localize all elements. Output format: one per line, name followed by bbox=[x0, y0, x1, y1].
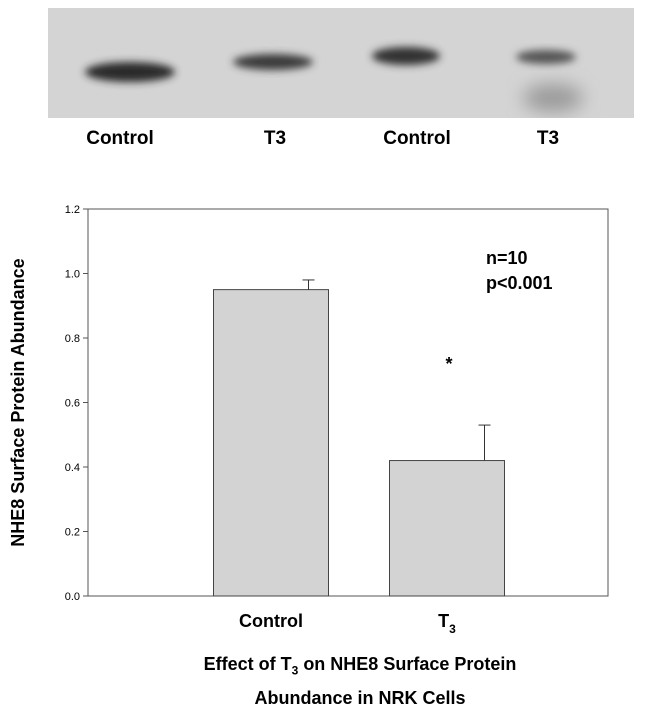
x-axis-label-line-2: Abundance in NRK Cells bbox=[254, 687, 466, 708]
y-tick-label: 0.6 bbox=[65, 398, 80, 410]
category-label-1: Control bbox=[239, 611, 303, 631]
annotation-n: n=10 bbox=[486, 248, 528, 268]
y-tick-label: 0.4 bbox=[65, 462, 80, 474]
lane-label-4: T3 bbox=[536, 128, 560, 149]
y-tick-label: 1.2 bbox=[65, 204, 80, 216]
blot-band-1 bbox=[85, 62, 175, 82]
plot-frame bbox=[87, 208, 609, 597]
x-axis-label: Effect of T3 on NHE8 Surface Protein Abu… bbox=[40, 651, 649, 712]
bar-2 bbox=[389, 460, 505, 597]
blot-band-2 bbox=[233, 54, 313, 70]
y-tick-label: 1.0 bbox=[65, 269, 80, 281]
y-axis: 0.0 0.2 0.4 0.6 0.8 1.0 1.2 bbox=[65, 204, 88, 603]
lane-label-1: Control bbox=[86, 128, 154, 149]
lane-label-2: T3 bbox=[263, 128, 287, 149]
blot-band-3 bbox=[372, 47, 440, 65]
category-labels: Control T3 bbox=[239, 611, 456, 636]
bars bbox=[213, 279, 505, 597]
y-tick-label: 0.0 bbox=[65, 591, 80, 603]
lane-label-3: Control bbox=[383, 128, 451, 149]
western-blot-image bbox=[48, 8, 634, 118]
y-tick-label: 0.8 bbox=[65, 333, 80, 345]
significance-marker: * bbox=[445, 354, 452, 374]
y-axis-label: NHE8 Surface Protein Abundance bbox=[8, 258, 28, 546]
category-label-2: T3 bbox=[438, 611, 456, 636]
blot-smear bbox=[523, 84, 583, 112]
y-tick-label: 0.2 bbox=[65, 527, 80, 539]
x-axis-label-part-2: on NHE8 Surface Protein bbox=[298, 654, 517, 674]
x-axis-label-subscript: 3 bbox=[291, 663, 299, 678]
blot-band-4 bbox=[516, 50, 576, 64]
annotation-p: p<0.001 bbox=[486, 273, 553, 293]
bar-1 bbox=[213, 289, 329, 597]
x-axis-label-part-1: Effect of T bbox=[203, 654, 292, 674]
western-blot-bands bbox=[85, 47, 583, 112]
